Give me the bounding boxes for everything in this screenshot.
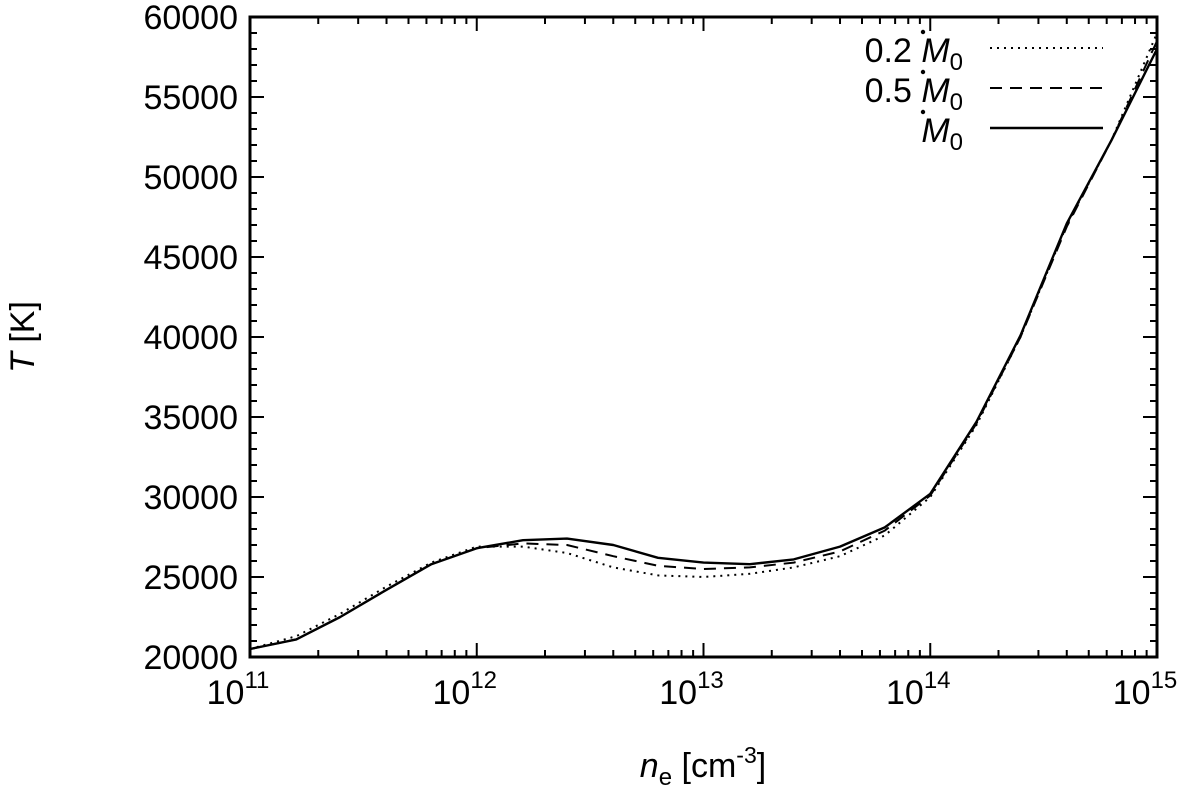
x-axis-label-superscript: -3 — [736, 742, 756, 768]
x-axis-label-symbol: n — [640, 747, 659, 785]
x-tick-label: 1012 — [432, 667, 497, 712]
y-tick-label: 40000 — [143, 319, 238, 357]
data-series — [249, 32, 1159, 651]
y-tick-label: 25000 — [143, 559, 238, 597]
plot-frame — [248, 15, 1159, 659]
y-tick-label: 50000 — [143, 159, 238, 197]
y-tick-label: 35000 — [143, 399, 238, 437]
x-axis-label-unit: [cm — [672, 747, 736, 785]
y-tick-label: 45000 — [143, 239, 238, 277]
legend-label: 0.5 M0 — [865, 72, 963, 116]
x-tick-label: 1013 — [659, 667, 724, 712]
legend-dot-accent — [920, 109, 926, 115]
x-tick-label: 1014 — [886, 667, 951, 712]
y-axis-label-symbol: T — [4, 350, 42, 373]
y-tick-label: 30000 — [143, 479, 238, 517]
y-tick-label: 60000 — [143, 0, 238, 37]
legend-dot-accent — [920, 69, 926, 75]
legend-label: M0 — [921, 112, 963, 156]
x-tick-label: 1011 — [207, 667, 270, 712]
legend-dot-accent — [920, 29, 926, 35]
y-axis-label-unit: [K] — [4, 301, 42, 352]
series-line-dotted — [249, 32, 1158, 650]
x-axis-label: ne [cm-3] — [640, 742, 766, 791]
x-tick-labels: 1011 1012 1013 1014 1015 — [207, 667, 1178, 712]
y-tick-labels: 20000 25000 30000 35000 40000 45000 50000 55000… — [143, 0, 238, 677]
y-tick-label: 20000 — [143, 639, 238, 677]
x-axis-label-close: ] — [757, 747, 766, 785]
legend-label: 0.2 M0 — [865, 32, 963, 76]
y-tick-label: 55000 — [143, 79, 238, 117]
series-line-dashed — [249, 40, 1158, 650]
x-axis-label-subscript: e — [659, 764, 672, 791]
x-tick-label: 1015 — [1113, 667, 1178, 712]
y-axis-label: T [K] — [4, 301, 42, 373]
series-line-solid — [249, 48, 1159, 651]
